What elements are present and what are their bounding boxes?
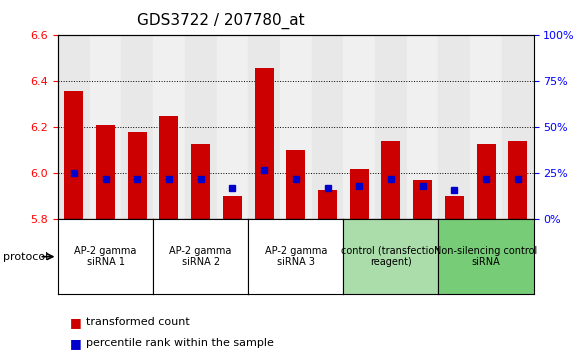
Bar xyxy=(477,143,495,219)
Text: ■: ■ xyxy=(70,316,81,329)
Bar xyxy=(407,35,438,219)
Bar xyxy=(160,116,179,219)
Bar xyxy=(438,35,470,219)
Bar xyxy=(153,35,185,219)
Bar xyxy=(502,35,534,219)
Bar xyxy=(413,181,432,219)
Text: transformed count: transformed count xyxy=(86,317,190,327)
Bar xyxy=(216,35,248,219)
Bar xyxy=(287,150,305,219)
Bar xyxy=(508,141,527,219)
Bar xyxy=(90,35,121,219)
Bar xyxy=(350,169,369,219)
Bar xyxy=(470,35,502,219)
Text: GDS3722 / 207780_at: GDS3722 / 207780_at xyxy=(136,12,304,29)
Bar xyxy=(248,35,280,219)
Bar xyxy=(343,35,375,219)
Text: percentile rank within the sample: percentile rank within the sample xyxy=(86,338,274,348)
Bar xyxy=(96,125,115,219)
Bar xyxy=(318,190,337,219)
Bar xyxy=(121,35,153,219)
Bar xyxy=(223,196,242,219)
Bar xyxy=(382,141,400,219)
Bar xyxy=(280,35,311,219)
Text: AP-2 gamma
siRNA 3: AP-2 gamma siRNA 3 xyxy=(264,246,327,268)
Bar xyxy=(311,35,343,219)
Text: AP-2 gamma
siRNA 1: AP-2 gamma siRNA 1 xyxy=(74,246,137,268)
Bar xyxy=(185,35,216,219)
Text: AP-2 gamma
siRNA 2: AP-2 gamma siRNA 2 xyxy=(169,246,232,268)
Bar xyxy=(128,132,147,219)
Bar xyxy=(58,35,90,219)
Bar xyxy=(445,196,464,219)
Bar xyxy=(255,68,274,219)
Text: control (transfection
reagent): control (transfection reagent) xyxy=(341,246,441,268)
Bar xyxy=(375,35,407,219)
Text: protocol: protocol xyxy=(3,252,48,262)
Bar xyxy=(191,143,210,219)
Text: ■: ■ xyxy=(70,337,81,350)
Text: Non-silencing control
siRNA: Non-silencing control siRNA xyxy=(434,246,538,268)
Bar xyxy=(64,91,84,219)
